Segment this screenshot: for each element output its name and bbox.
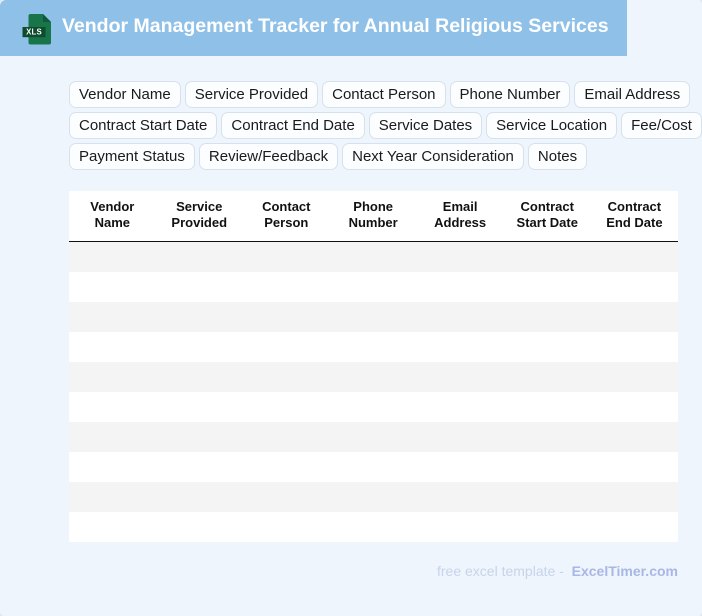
svg-text:XLS: XLS — [26, 28, 42, 37]
